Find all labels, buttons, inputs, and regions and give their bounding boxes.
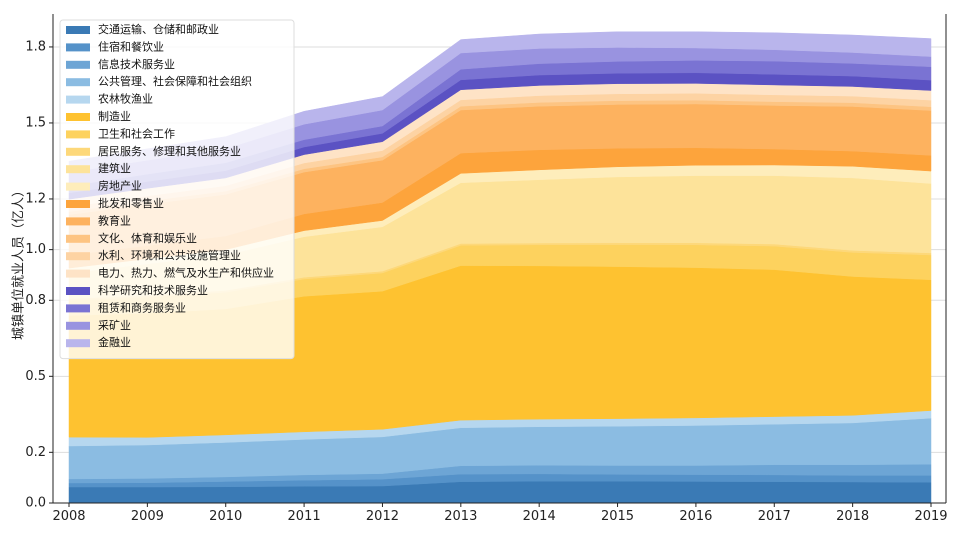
legend-swatch <box>66 234 90 243</box>
legend-box <box>59 19 295 360</box>
legend: 交通运输、仓储和邮政业住宿和餐饮业信息技术服务业公共管理、社会保障和社会组织农林… <box>59 19 295 360</box>
legend-label: 科学研究和技术服务业 <box>98 283 208 297</box>
legend-swatch <box>66 304 90 313</box>
x-tick-label: 2017 <box>758 509 791 524</box>
legend-label: 电力、热力、燃气及水生产和供应业 <box>98 266 274 280</box>
legend-swatch <box>66 113 90 121</box>
legend-label: 租赁和商务服务业 <box>98 300 186 314</box>
x-tick-label: 2011 <box>288 509 321 524</box>
legend-swatch <box>66 78 90 87</box>
legend-label: 交通运输、仓储和邮政业 <box>98 22 219 36</box>
legend-label: 采矿业 <box>98 319 131 332</box>
legend-swatch <box>66 95 90 104</box>
legend-label: 文化、体育和娱乐业 <box>98 231 197 245</box>
y-axis-title: 城镇单位就业人员（亿人） <box>12 184 27 340</box>
legend-swatch <box>66 26 90 34</box>
axes: 0.0 0.2 0.5 0.8 1.0 1.2 1.5 1.8 2008 2009 2010 2011… <box>25 14 948 524</box>
legend-swatch <box>66 339 90 348</box>
y-tick-label: 1.2 <box>25 191 46 206</box>
legend-swatch <box>66 147 90 156</box>
legend-label: 批发和零售业 <box>98 196 164 210</box>
legend-label: 信息技术服务业 <box>98 57 175 71</box>
legend-swatch <box>66 287 90 295</box>
legend-swatch <box>66 321 90 330</box>
legend-label: 建筑业 <box>98 161 131 175</box>
legend-label: 住宿和餐饮业 <box>98 39 164 53</box>
legend-label: 居民服务、修理和其他服务业 <box>98 144 241 158</box>
legend-swatch <box>66 182 90 191</box>
y-tick-label: 0.5 <box>25 369 46 384</box>
x-tick-label: 2018 <box>836 509 869 524</box>
legend-swatch <box>66 165 90 174</box>
x-tick-label: 2019 <box>914 509 947 524</box>
legend-label: 水利、环境和公共设施管理业 <box>98 248 241 262</box>
legend-swatch <box>66 269 90 278</box>
legend-swatch <box>66 217 90 226</box>
legend-swatch <box>66 130 90 139</box>
legend-label: 公共管理、社会保障和社会组织 <box>98 74 252 88</box>
legend-swatch <box>66 252 90 261</box>
x-tick-label: 2009 <box>131 509 164 524</box>
y-tick-label: 1.5 <box>25 115 46 130</box>
legend-swatch <box>66 60 90 69</box>
y-tick-label: 0.2 <box>25 445 46 460</box>
x-tick-label: 2015 <box>601 509 634 524</box>
legend-label: 农林牧渔业 <box>98 92 153 106</box>
y-tick-label: 1.8 <box>25 39 46 54</box>
x-tick-label: 2013 <box>444 509 477 524</box>
x-tick-label: 2008 <box>52 509 85 524</box>
y-tick-label: 0.8 <box>25 293 46 308</box>
legend-label: 卫生和社会工作 <box>98 126 175 140</box>
x-tick-label: 2012 <box>366 509 399 524</box>
y-tick-label: 0.0 <box>25 496 46 511</box>
x-tick-label: 2014 <box>523 509 556 524</box>
x-tick-label: 2016 <box>679 509 712 524</box>
legend-label: 制造业 <box>98 109 131 123</box>
legend-swatch <box>66 200 90 208</box>
legend-label: 房地产业 <box>98 179 142 193</box>
legend-swatch <box>66 43 90 52</box>
y-tick-label: 1.0 <box>25 242 46 257</box>
legend-label: 教育业 <box>98 213 131 227</box>
legend-label: 金融业 <box>98 335 131 349</box>
x-tick-label: 2010 <box>209 509 242 524</box>
